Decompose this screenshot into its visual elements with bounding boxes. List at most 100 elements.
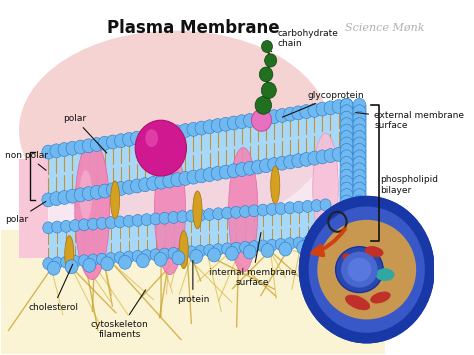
Circle shape	[275, 203, 286, 214]
Circle shape	[219, 117, 232, 131]
Ellipse shape	[79, 170, 92, 220]
Polygon shape	[0, 1, 435, 354]
Circle shape	[101, 257, 114, 271]
Circle shape	[90, 185, 103, 199]
Circle shape	[302, 200, 313, 212]
Circle shape	[58, 143, 71, 157]
Circle shape	[353, 131, 366, 144]
Circle shape	[187, 122, 200, 136]
Circle shape	[315, 239, 328, 253]
Ellipse shape	[179, 231, 188, 269]
Circle shape	[186, 210, 197, 222]
Circle shape	[353, 156, 366, 170]
Circle shape	[340, 227, 353, 241]
Ellipse shape	[341, 252, 378, 288]
Circle shape	[163, 174, 176, 188]
Text: cholesterol: cholesterol	[28, 264, 78, 312]
Text: external membrane
surface: external membrane surface	[356, 110, 464, 130]
Circle shape	[353, 111, 366, 125]
Circle shape	[340, 98, 353, 112]
Circle shape	[90, 137, 103, 152]
Circle shape	[302, 236, 313, 248]
Circle shape	[340, 124, 353, 138]
Circle shape	[257, 240, 268, 252]
Circle shape	[284, 155, 297, 169]
Circle shape	[353, 150, 366, 164]
Ellipse shape	[346, 295, 370, 310]
Circle shape	[187, 170, 200, 184]
Circle shape	[122, 132, 135, 146]
Circle shape	[50, 144, 63, 158]
Circle shape	[292, 154, 305, 168]
Circle shape	[66, 189, 79, 203]
Circle shape	[146, 129, 160, 143]
Polygon shape	[48, 153, 346, 228]
Polygon shape	[48, 205, 326, 264]
Circle shape	[66, 141, 79, 155]
Circle shape	[320, 235, 331, 247]
Circle shape	[52, 257, 63, 269]
Circle shape	[213, 208, 224, 220]
Circle shape	[332, 99, 345, 114]
Circle shape	[260, 159, 273, 173]
Circle shape	[47, 261, 60, 275]
Circle shape	[106, 135, 119, 149]
Ellipse shape	[365, 246, 383, 257]
Circle shape	[308, 103, 321, 117]
Text: protein: protein	[177, 261, 209, 304]
Ellipse shape	[110, 181, 119, 219]
Circle shape	[42, 145, 55, 159]
Circle shape	[195, 169, 208, 183]
Circle shape	[340, 189, 353, 203]
Circle shape	[150, 249, 161, 261]
Circle shape	[268, 110, 281, 124]
Ellipse shape	[65, 236, 74, 274]
Text: Plasma Membrane: Plasma Membrane	[107, 18, 279, 37]
Circle shape	[255, 96, 272, 114]
Circle shape	[132, 214, 143, 226]
Circle shape	[106, 183, 119, 197]
Ellipse shape	[317, 220, 416, 320]
Circle shape	[300, 105, 313, 119]
Circle shape	[50, 192, 63, 206]
Circle shape	[353, 105, 366, 119]
Circle shape	[123, 251, 134, 263]
Circle shape	[52, 221, 63, 233]
Circle shape	[42, 193, 55, 207]
Circle shape	[259, 67, 273, 82]
Circle shape	[244, 161, 256, 175]
Circle shape	[171, 173, 184, 187]
Circle shape	[122, 180, 135, 194]
Circle shape	[353, 195, 366, 209]
Circle shape	[340, 195, 353, 209]
Text: phospholipid
bilayer: phospholipid bilayer	[381, 175, 438, 195]
Circle shape	[204, 208, 215, 220]
Circle shape	[266, 239, 277, 251]
Circle shape	[70, 256, 81, 267]
Circle shape	[284, 238, 295, 250]
Circle shape	[231, 242, 242, 254]
Circle shape	[340, 214, 353, 228]
Ellipse shape	[376, 269, 394, 280]
Circle shape	[211, 166, 224, 180]
Circle shape	[141, 250, 152, 262]
Polygon shape	[339, 105, 367, 241]
Polygon shape	[0, 230, 385, 354]
Circle shape	[79, 255, 90, 267]
Circle shape	[292, 106, 305, 120]
Text: Science Mønk: Science Mønk	[345, 23, 425, 33]
Circle shape	[252, 112, 264, 126]
Circle shape	[275, 239, 286, 250]
Circle shape	[268, 158, 281, 171]
Circle shape	[340, 202, 353, 215]
Circle shape	[316, 102, 329, 116]
Ellipse shape	[75, 140, 109, 280]
Circle shape	[137, 254, 149, 268]
Circle shape	[177, 211, 188, 223]
Circle shape	[208, 248, 220, 262]
Circle shape	[65, 260, 78, 274]
Circle shape	[204, 244, 215, 256]
Circle shape	[251, 109, 272, 131]
Circle shape	[155, 175, 168, 189]
Circle shape	[353, 214, 366, 228]
